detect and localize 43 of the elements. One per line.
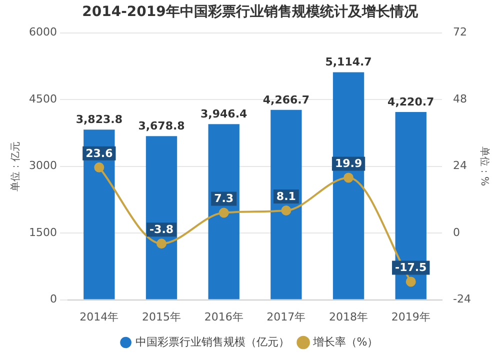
data-label: 7.3 — [214, 192, 234, 206]
data-label: 23.6 — [86, 146, 114, 160]
bar — [270, 110, 302, 300]
x-tick-label: 2019年 — [391, 310, 430, 324]
y2-tick-label: 72 — [453, 26, 468, 39]
data-label: 19.9 — [334, 157, 362, 170]
bar — [84, 130, 115, 300]
x-tick-label: 2018年 — [329, 310, 368, 324]
data-label: 5,114.7 — [325, 56, 372, 69]
x-tick-label: 2014年 — [80, 310, 119, 324]
y-tick-label: 0 — [50, 292, 57, 306]
y2-tick-label: 0 — [453, 226, 460, 239]
bar — [332, 72, 364, 300]
point — [406, 276, 416, 287]
legend-label: 增长率（%） — [312, 335, 378, 348]
data-label: -17.5 — [395, 261, 427, 274]
y-tick-label: 3000 — [28, 159, 57, 172]
y2-tick-label: -24 — [453, 292, 471, 306]
data-label: 4,220.7 — [388, 95, 434, 108]
data-label: 3,946.4 — [200, 108, 248, 121]
point — [281, 206, 292, 216]
bar — [208, 124, 240, 300]
y2-tick-label: 24 — [453, 159, 468, 172]
legend-label: 中国彩票行业销售规模（亿元） — [135, 335, 290, 348]
point — [218, 208, 229, 218]
y-tick-label: 6000 — [28, 26, 57, 39]
point — [94, 162, 104, 172]
data-label: 4,266.7 — [262, 93, 310, 106]
data-label: 8.1 — [276, 190, 296, 203]
data-label: 3,678.8 — [138, 119, 185, 132]
data-label: -3.8 — [149, 222, 174, 236]
x-tick-label: 2015年 — [142, 310, 182, 324]
y-tick-label: 1500 — [28, 226, 57, 239]
y2-axis-title: 单位：% — [478, 146, 490, 186]
x-tick-label: 2016年 — [204, 310, 244, 324]
point — [156, 238, 167, 249]
point — [344, 172, 354, 183]
y-tick-label: 4500 — [28, 92, 57, 106]
data-label: 3,823.8 — [76, 113, 122, 126]
y-axis-title: 单位：亿元 — [10, 141, 22, 192]
chart-title: 2014-2019年中国彩票行业销售规模统计及增长情况 — [82, 3, 419, 20]
x-tick-label: 2017年 — [266, 310, 306, 324]
y2-tick-label: 48 — [453, 92, 468, 106]
